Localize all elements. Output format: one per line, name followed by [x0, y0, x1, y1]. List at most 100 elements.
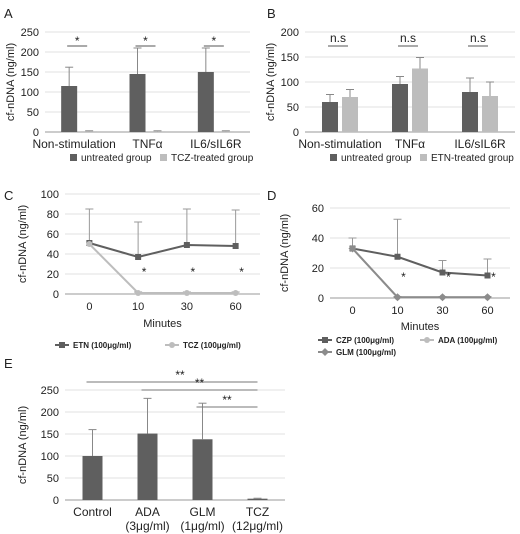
bar [192, 439, 213, 500]
y-tick-label: 100 [41, 451, 59, 463]
legend-swatch [330, 154, 337, 161]
y-tick-label: 0 [53, 495, 59, 507]
y-tick-label: 40 [312, 233, 324, 245]
legend-label: ETN (100μg/ml) [73, 341, 132, 350]
x-tick-label: 60 [230, 301, 242, 313]
bar [149, 131, 166, 132]
x-axis-label: Minutes [143, 318, 182, 330]
y-axis-label: cf-nDNA (ng/ml) [5, 43, 17, 121]
point-marker [183, 242, 190, 248]
series-line [352, 247, 488, 277]
y-axis-label: cf-nDNA (ng/ml) [265, 43, 277, 121]
panel-label: E [4, 356, 13, 371]
category-label: ADA [135, 505, 160, 519]
bar [392, 84, 408, 132]
point-marker [232, 243, 239, 249]
significance-label: ** [195, 376, 205, 390]
point-marker [394, 253, 401, 260]
bar [342, 97, 358, 132]
y-tick-label: 150 [281, 52, 299, 64]
point-marker [483, 293, 492, 302]
legend-swatch [160, 154, 167, 161]
y-tick-label: 50 [287, 102, 299, 114]
x-tick-label: 0 [86, 301, 92, 313]
y-axis-label: cf-nDNA (ng/ml) [17, 205, 29, 283]
category-label: Control [73, 505, 112, 519]
x-tick-label: 10 [132, 301, 144, 313]
bar [322, 102, 338, 132]
y-tick-label: 60 [47, 229, 59, 241]
bar [247, 498, 268, 500]
legend-label: ADA (100μg/ml) [438, 336, 498, 345]
bar [81, 131, 98, 132]
significance-label: n.s [470, 31, 486, 45]
legend-label: GLM (100μg/ml) [336, 348, 396, 357]
y-tick-label: 0 [293, 127, 299, 139]
y-tick-label: 100 [281, 77, 299, 89]
y-tick-label: 200 [281, 27, 299, 39]
point-marker [86, 241, 93, 247]
x-tick-label: 0 [349, 305, 355, 317]
point-marker [59, 342, 65, 348]
point-marker [348, 244, 357, 253]
x-tick-label: 10 [391, 305, 403, 317]
bar [137, 433, 158, 500]
significance-label: * [211, 34, 216, 48]
panel-label: B [267, 6, 276, 21]
category-sublabel: (1μg/ml) [180, 519, 224, 533]
category-sublabel: (3μg/ml) [125, 519, 169, 533]
bar [197, 72, 214, 132]
y-tick-label: 250 [41, 385, 59, 397]
series-line [88, 243, 236, 294]
category-label: GLM [189, 505, 215, 519]
panel-e: Ecf-nDNA (ng/ml) 0 50 100 150 200 250 Control AD… [4, 356, 285, 533]
bar [462, 92, 478, 132]
legend-label: TCZ-treated group [171, 153, 254, 164]
category-label: Non-stimulation [298, 137, 381, 151]
y-tick-label: 40 [47, 249, 59, 261]
bar [412, 68, 428, 132]
y-tick-label: 80 [47, 209, 59, 221]
y-axis-label: cf-nDNA (ng/ml) [17, 406, 29, 484]
y-tick-label: 50 [27, 107, 39, 119]
category-label: Non-stimulation [32, 137, 115, 151]
significance-label: * [75, 34, 80, 48]
point-marker [322, 337, 328, 343]
bar [61, 86, 78, 132]
bar [82, 456, 103, 500]
series-line [351, 247, 488, 299]
legend-label: ETN-treated group [431, 153, 514, 164]
panel-label: C [4, 188, 13, 203]
y-tick-label: 60 [312, 203, 324, 215]
y-tick-label: 50 [47, 473, 59, 485]
bar [482, 96, 498, 132]
y-tick-label: 250 [21, 27, 39, 39]
series-line [89, 242, 236, 259]
bar [129, 74, 146, 132]
x-axis-label: Minutes [401, 321, 440, 333]
point-marker [321, 348, 329, 356]
panel-a: Acf-nDNA (ng/ml) 0 50 100 150 200 250 Non-stimu… [4, 6, 254, 164]
y-tick-label: 100 [21, 87, 39, 99]
y-tick-label: 200 [41, 407, 59, 419]
significance-label: * [142, 265, 147, 279]
category-label: TNFα [132, 137, 162, 151]
panel-label: A [4, 6, 13, 21]
significance-label: * [191, 265, 196, 279]
x-tick-label: 30 [181, 301, 193, 313]
legend-swatch [70, 154, 77, 161]
significance-label: * [491, 270, 496, 284]
panel-b: Bcf-nDNA (ng/ml) 0 50 100 150 200 Non-stimulat… [265, 6, 515, 164]
y-tick-label: 150 [21, 67, 39, 79]
point-marker [438, 293, 447, 302]
y-tick-label: 20 [47, 269, 59, 281]
y-axis-label: cf-nDNA (ng/ml) [279, 214, 291, 292]
significance-label: * [239, 265, 244, 279]
category-label: TNFα [395, 137, 425, 151]
point-marker [183, 290, 190, 296]
bar [217, 131, 234, 132]
category-label: IL6/sIL6R [454, 137, 506, 151]
legend-label: TCZ (100μg/ml) [183, 341, 241, 350]
significance-label: n.s [330, 31, 346, 45]
